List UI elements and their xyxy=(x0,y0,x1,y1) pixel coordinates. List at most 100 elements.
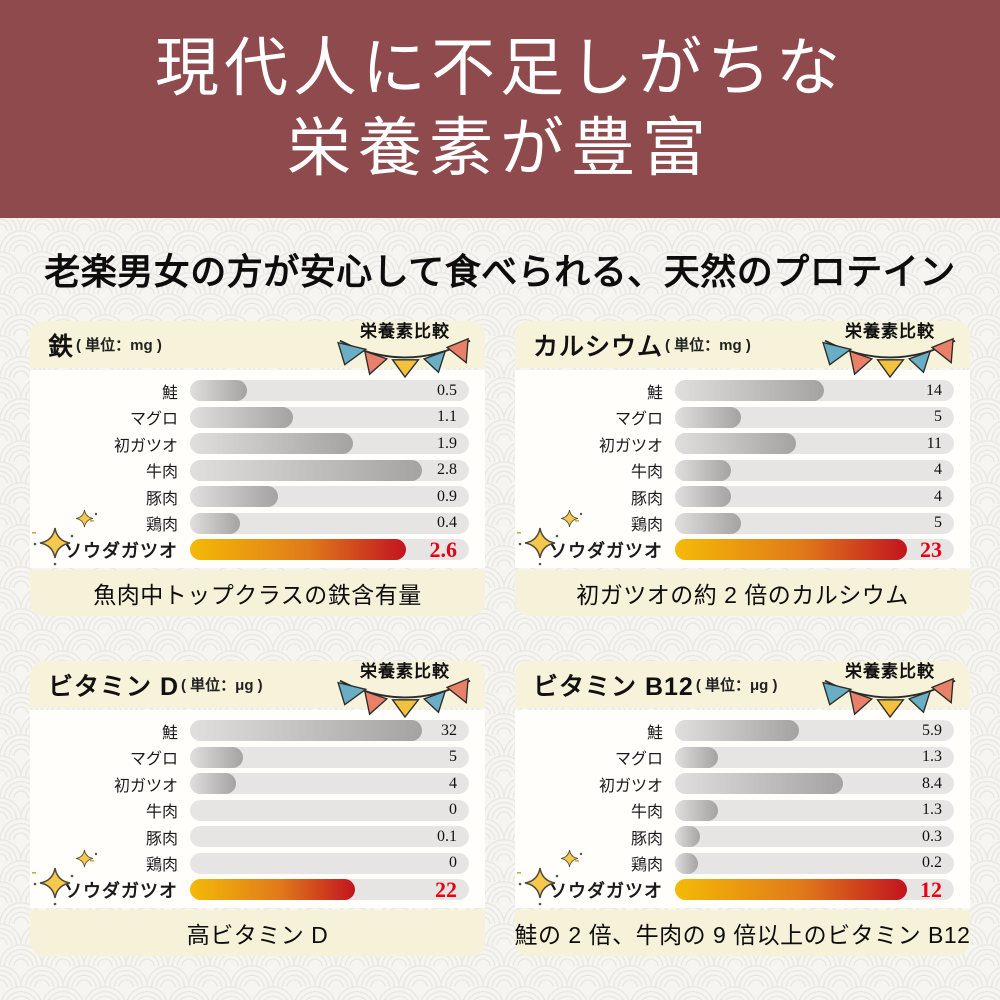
bar-track: 14 xyxy=(675,380,954,401)
row-label: 鮭 xyxy=(161,724,178,742)
chart-row-vitamin-b12-3: 牛肉 1.3 xyxy=(515,799,954,822)
panel-title: ビタミン B12 xyxy=(533,672,694,701)
panel-header: 鉄 ( 単位：mg ) 栄養素比較 xyxy=(30,321,485,378)
chart-row-calcium-5: 鶏肉 5 xyxy=(515,512,954,535)
chart-row-calcium-6: ソウダガツオ 23 xyxy=(515,537,954,562)
bar-track: 0.5 xyxy=(190,380,469,401)
panel-unit-label: ( 単位：μg ) xyxy=(181,677,263,694)
bar-fill xyxy=(675,720,799,741)
chart-row-vitamin-d-1: マグロ 5 xyxy=(30,746,469,769)
chart-row-iron-0: 鮭 0.5 xyxy=(30,379,469,402)
row-label: ソウダガツオ xyxy=(64,540,178,561)
panel-caption: 高ビタミン D xyxy=(30,910,485,956)
row-label: 鮭 xyxy=(646,384,663,402)
bunting-flags-icon xyxy=(337,337,471,378)
bar-value: 5.9 xyxy=(922,721,942,739)
nutrient-compare-badge: 栄養素比較 xyxy=(816,663,964,718)
bunting-flags-icon xyxy=(337,677,471,718)
bar-fill xyxy=(675,486,732,507)
nutrient-compare-badge: 栄養素比較 xyxy=(331,663,479,718)
row-label: ソウダガツオ xyxy=(549,540,663,561)
row-label: マグロ xyxy=(129,411,178,428)
bar-track: 0 xyxy=(190,799,469,821)
chart-row-iron-3: 牛肉 2.8 xyxy=(30,459,469,482)
row-label: 豚肉 xyxy=(630,490,663,508)
bar-track: 23 xyxy=(675,537,954,562)
panel-body: 鮭 32 マグロ 5 初ガツオ 4 牛肉 0 豚肉 xyxy=(30,710,485,908)
chart-row-calcium-0: 鮭 14 xyxy=(515,379,954,402)
row-label: ソウダガツオ xyxy=(64,880,178,901)
chart-row-iron-6: ソウダガツオ 2.6 xyxy=(30,537,469,562)
bar-value: 4 xyxy=(934,461,942,478)
row-label: 初ガツオ xyxy=(113,777,178,795)
bar-value: 5 xyxy=(934,514,942,531)
row-label: 初ガツオ xyxy=(113,437,178,455)
row-label: 鶏肉 xyxy=(630,517,663,534)
bar-fill xyxy=(675,539,907,560)
chart-row-vitamin-b12-0: 鮭 5.9 xyxy=(515,719,954,742)
chart-row-calcium-1: マグロ 5 xyxy=(515,406,954,429)
row-label: 鶏肉 xyxy=(145,857,178,874)
row-label: 牛肉 xyxy=(145,804,178,821)
bar-track: 0 xyxy=(190,852,469,874)
bar-track: 0.3 xyxy=(675,826,954,847)
nutrient-compare-badge: 栄養素比較 xyxy=(816,323,964,378)
row-label: マグロ xyxy=(129,751,178,768)
bunting-flags-icon xyxy=(822,337,956,378)
bar-value: 0.5 xyxy=(437,381,457,399)
bar-track: 1.1 xyxy=(190,406,469,428)
bar-value: 1.9 xyxy=(437,434,457,452)
chart-row-calcium-2: 初ガツオ 11 xyxy=(515,432,954,455)
chart-row-calcium-4: 豚肉 4 xyxy=(515,485,954,508)
bar-track: 5 xyxy=(675,406,954,428)
panel-calcium: カルシウム ( 単位：mg ) 栄養素比較 鮭 14 マグロ 5 xyxy=(515,321,970,616)
row-label: マグロ xyxy=(614,411,663,428)
bar-fill xyxy=(190,406,293,428)
panel-title: カルシウム xyxy=(533,332,664,361)
row-label: 牛肉 xyxy=(630,464,663,481)
bar-fill xyxy=(675,799,718,821)
row-label: 牛肉 xyxy=(630,804,663,821)
panel-iron: 鉄 ( 単位：mg ) 栄養素比較 鮭 0.5 マグロ 1.1 xyxy=(30,321,485,616)
row-label: マグロ xyxy=(614,751,663,768)
bar-fill xyxy=(675,380,824,401)
row-label: 初ガツオ xyxy=(598,437,663,455)
bar-fill xyxy=(190,539,407,560)
bar-track: 5 xyxy=(675,512,954,534)
bar-fill xyxy=(675,746,718,768)
bar-value: 4 xyxy=(934,487,942,505)
bar-track: 0.1 xyxy=(190,826,469,847)
bar-fill xyxy=(675,826,700,847)
row-label: 豚肉 xyxy=(145,490,178,508)
bar-track: 12 xyxy=(675,877,954,902)
bar-value: 1.3 xyxy=(922,748,942,765)
bar-value: 0.9 xyxy=(437,487,457,505)
bar-value: 0.1 xyxy=(437,827,457,845)
bar-track: 1.9 xyxy=(190,433,469,454)
bunting-flags-icon xyxy=(822,677,956,718)
chart-row-vitamin-b12-6: ソウダガツオ 12 xyxy=(515,877,954,902)
chart-row-vitamin-d-6: ソウダガツオ 22 xyxy=(30,877,469,902)
bar-value: 0 xyxy=(449,801,457,818)
bar-fill xyxy=(190,720,422,741)
bar-fill xyxy=(675,879,907,900)
bar-value: 4 xyxy=(449,774,457,792)
panel-vitamin-d: ビタミン D ( 単位：μg ) 栄養素比較 鮭 32 マグロ 5 xyxy=(30,661,485,956)
bar-value: 14 xyxy=(926,381,942,399)
badge-label: 栄養素比較 xyxy=(360,662,450,681)
bar-value: 11 xyxy=(926,434,942,452)
bar-track: 4 xyxy=(190,773,469,794)
banner-title-line-2: 栄養素が豊富 xyxy=(287,113,713,184)
bar-fill xyxy=(190,380,248,401)
bar-fill xyxy=(675,433,796,454)
row-label: 豚肉 xyxy=(630,830,663,848)
bar-value: 5 xyxy=(449,748,457,765)
bar-track: 0.9 xyxy=(190,486,469,507)
chart-row-vitamin-d-4: 豚肉 0.1 xyxy=(30,825,469,848)
bar-value: 1.1 xyxy=(437,408,457,425)
chart-row-vitamin-d-2: 初ガツオ 4 xyxy=(30,772,469,795)
bar-track: 11 xyxy=(675,433,954,454)
row-label: ソウダガツオ xyxy=(549,880,663,901)
chart-row-iron-5: 鶏肉 0.4 xyxy=(30,512,469,535)
bar-value: 8.4 xyxy=(922,774,942,792)
